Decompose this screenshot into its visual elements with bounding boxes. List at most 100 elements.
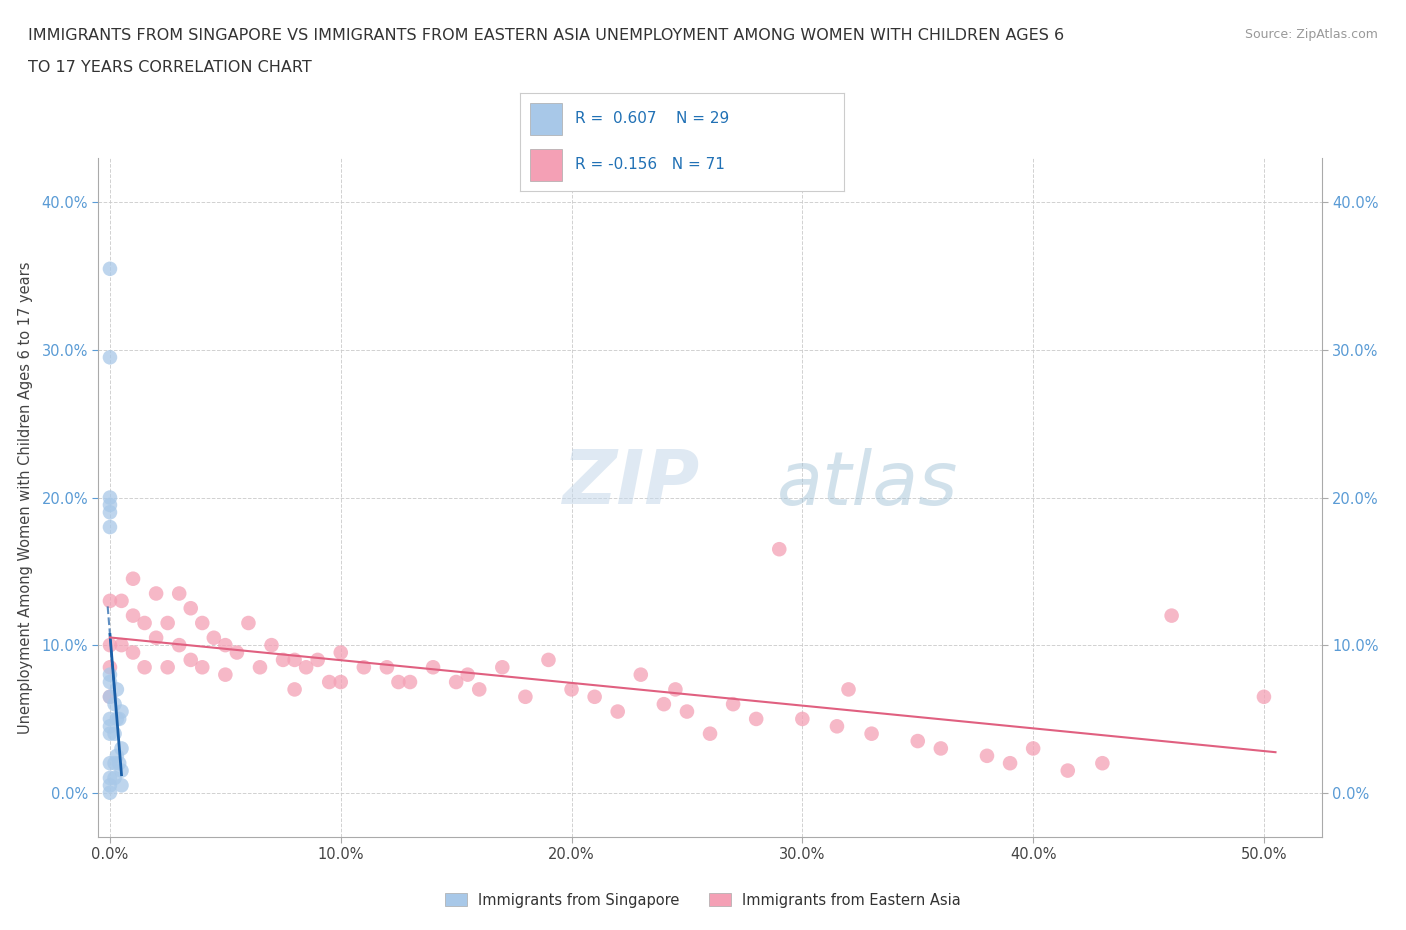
Point: [98, 490, 121, 505]
Point: [652, 697, 675, 711]
Point: [606, 704, 628, 719]
Point: [329, 674, 352, 689]
Point: [1022, 741, 1045, 756]
Point: [664, 682, 686, 697]
Point: [98, 261, 121, 276]
Point: [98, 785, 121, 800]
Point: [214, 638, 236, 653]
Point: [860, 726, 883, 741]
Point: [122, 608, 145, 623]
Point: [110, 764, 132, 778]
Point: [457, 667, 479, 682]
Point: [491, 660, 513, 675]
Text: ZIP: ZIP: [564, 447, 700, 521]
Point: [98, 638, 121, 653]
Point: [167, 586, 190, 601]
Text: IMMIGRANTS FROM SINGAPORE VS IMMIGRANTS FROM EASTERN ASIA UNEMPLOYMENT AMONG WOM: IMMIGRANTS FROM SINGAPORE VS IMMIGRANTS …: [28, 28, 1064, 43]
Point: [167, 638, 190, 653]
Point: [98, 726, 121, 741]
Point: [1091, 756, 1114, 771]
Point: [676, 704, 699, 719]
Point: [444, 674, 467, 689]
Point: [145, 631, 167, 645]
Point: [515, 689, 537, 704]
Point: [745, 711, 768, 726]
Point: [271, 653, 294, 668]
Point: [202, 631, 225, 645]
Point: [105, 682, 128, 697]
Point: [122, 571, 145, 586]
Point: [191, 660, 214, 675]
Point: [122, 645, 145, 660]
Text: R =  0.607    N = 29: R = 0.607 N = 29: [575, 112, 730, 126]
Point: [103, 726, 125, 741]
Point: [108, 756, 131, 771]
Point: [1056, 764, 1078, 778]
Point: [375, 660, 398, 675]
Point: [180, 601, 202, 616]
FancyBboxPatch shape: [530, 149, 562, 180]
Point: [98, 777, 121, 792]
Point: [1160, 608, 1182, 623]
Point: [156, 616, 179, 631]
Point: [583, 689, 606, 704]
Point: [98, 719, 121, 734]
Point: [134, 616, 156, 631]
Point: [837, 682, 859, 697]
Point: [825, 719, 848, 734]
Point: [630, 667, 652, 682]
Point: [98, 756, 121, 771]
Point: [699, 726, 721, 741]
Point: [110, 741, 132, 756]
Point: [98, 660, 121, 675]
Point: [214, 667, 236, 682]
Point: [929, 741, 952, 756]
Point: [108, 711, 131, 726]
Y-axis label: Unemployment Among Women with Children Ages 6 to 17 years: Unemployment Among Women with Children A…: [18, 261, 34, 734]
Point: [260, 638, 283, 653]
Point: [284, 682, 307, 697]
Point: [98, 498, 121, 512]
Point: [768, 542, 790, 557]
Point: [98, 689, 121, 704]
Point: [468, 682, 491, 697]
Point: [105, 711, 128, 726]
Point: [105, 749, 128, 764]
Point: [399, 674, 422, 689]
Point: [98, 667, 121, 682]
Text: atlas: atlas: [778, 448, 959, 520]
Point: [191, 616, 214, 631]
Point: [998, 756, 1021, 771]
Point: [976, 749, 998, 764]
Point: [537, 653, 560, 668]
Point: [318, 674, 340, 689]
Point: [110, 704, 132, 719]
Point: [156, 660, 179, 675]
Point: [1253, 689, 1275, 704]
Point: [98, 350, 121, 365]
Point: [721, 697, 744, 711]
Point: [110, 593, 132, 608]
Point: [307, 653, 329, 668]
Point: [387, 674, 409, 689]
Point: [238, 616, 260, 631]
Point: [98, 593, 121, 608]
Point: [249, 660, 271, 675]
Point: [225, 645, 247, 660]
Point: [98, 520, 121, 535]
Point: [134, 660, 156, 675]
Point: [110, 638, 132, 653]
Point: [110, 777, 132, 792]
Point: [561, 682, 583, 697]
Point: [145, 586, 167, 601]
Text: R = -0.156   N = 71: R = -0.156 N = 71: [575, 157, 725, 172]
Point: [422, 660, 444, 675]
Point: [180, 653, 202, 668]
Point: [103, 756, 125, 771]
FancyBboxPatch shape: [530, 103, 562, 135]
Point: [98, 674, 121, 689]
Text: Source: ZipAtlas.com: Source: ZipAtlas.com: [1244, 28, 1378, 41]
Point: [98, 505, 121, 520]
Point: [103, 697, 125, 711]
Point: [98, 711, 121, 726]
